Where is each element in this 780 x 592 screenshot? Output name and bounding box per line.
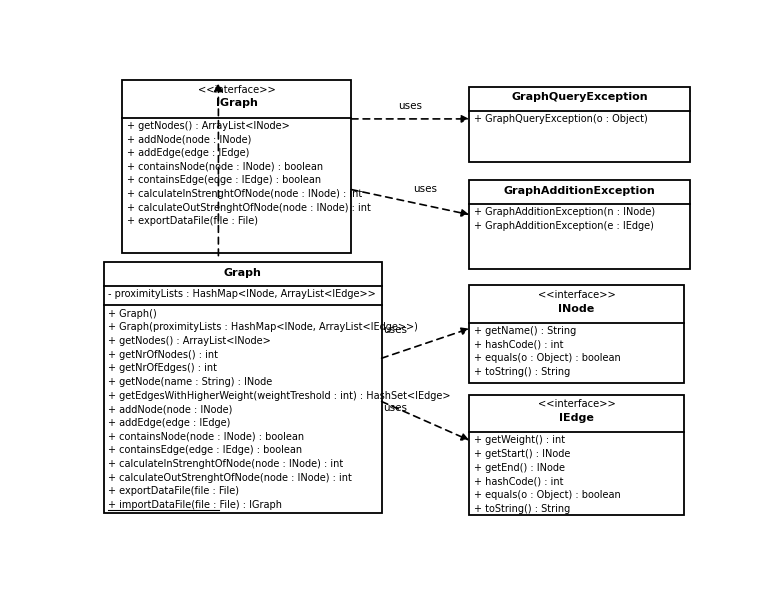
Text: + getNodes() : ArrayList<INode>: + getNodes() : ArrayList<INode> (126, 121, 289, 131)
Text: + equals(o : Object) : boolean: + equals(o : Object) : boolean (474, 490, 621, 500)
Text: <<interface>>: <<interface>> (537, 290, 615, 300)
Bar (470, 285, 684, 383)
Text: + GraphAdditionException(e : IEdge): + GraphAdditionException(e : IEdge) (474, 221, 654, 231)
Text: + toString() : String: + toString() : String (474, 504, 570, 514)
Text: + containsEdge(edge : IEdge) : boolean: + containsEdge(edge : IEdge) : boolean (126, 175, 321, 185)
Text: + getNrOfNodes() : int: + getNrOfNodes() : int (108, 349, 218, 359)
Text: + toString() : String: + toString() : String (474, 367, 570, 377)
Text: + exportDataFile(file : File): + exportDataFile(file : File) (126, 217, 257, 227)
Text: + calculateInStrenghtOfNode(node : INode) : int: + calculateInStrenghtOfNode(node : INode… (126, 189, 362, 199)
Text: + Graph(proximityLists : HashMap<INode, ArrayList<IEdge>>): + Graph(proximityLists : HashMap<INode, … (108, 322, 418, 332)
Text: + addEdge(edge : IEdge): + addEdge(edge : IEdge) (108, 418, 231, 428)
Bar (470, 395, 684, 516)
Text: + addNode(node : INode): + addNode(node : INode) (108, 404, 232, 414)
Text: uses: uses (399, 101, 422, 111)
Bar (122, 80, 351, 253)
Text: uses: uses (383, 403, 407, 413)
Text: + getNodes() : ArrayList<INode>: + getNodes() : ArrayList<INode> (108, 336, 271, 346)
Text: + calculateOutStrenghtOfNode(node : INode) : int: + calculateOutStrenghtOfNode(node : INod… (126, 203, 370, 213)
Text: INode: INode (558, 304, 594, 314)
Text: - proximityLists : HashMap<INode, ArrayList<IEdge>>: - proximityLists : HashMap<INode, ArrayL… (108, 289, 376, 300)
Text: + exportDataFile(file : File): + exportDataFile(file : File) (108, 486, 239, 496)
Text: + getNrOfEdges() : int: + getNrOfEdges() : int (108, 363, 218, 373)
Text: + containsEdge(edge : IEdge) : boolean: + containsEdge(edge : IEdge) : boolean (108, 445, 303, 455)
Text: + calculateOutStrenghtOfNode(node : INode) : int: + calculateOutStrenghtOfNode(node : INod… (108, 472, 353, 482)
Text: + hashCode() : int: + hashCode() : int (474, 477, 564, 486)
Text: GraphQueryException: GraphQueryException (511, 92, 648, 102)
Text: <<interface>>: <<interface>> (537, 399, 615, 409)
Text: + getEdgesWithHigherWeight(weightTreshold : int) : HashSet<IEdge>: + getEdgesWithHigherWeight(weightTreshol… (108, 391, 451, 401)
Text: + getWeight() : int: + getWeight() : int (474, 435, 566, 445)
Text: + containsNode(node : INode) : boolean: + containsNode(node : INode) : boolean (126, 162, 323, 172)
Text: + getStart() : INode: + getStart() : INode (474, 449, 570, 459)
Text: uses: uses (383, 325, 407, 335)
Text: + hashCode() : int: + hashCode() : int (474, 340, 564, 349)
Text: IEdge: IEdge (559, 413, 594, 423)
Text: + importDataFile(file : File) : IGraph: + importDataFile(file : File) : IGraph (108, 500, 282, 510)
Text: + containsNode(node : INode) : boolean: + containsNode(node : INode) : boolean (108, 432, 304, 442)
Text: GraphAdditionException: GraphAdditionException (504, 186, 655, 196)
Text: Graph: Graph (224, 268, 261, 278)
Text: <<interface>>: <<interface>> (197, 85, 275, 95)
Bar (470, 181, 690, 269)
Text: + equals(o : Object) : boolean: + equals(o : Object) : boolean (474, 353, 621, 363)
Text: + addEdge(edge : IEdge): + addEdge(edge : IEdge) (126, 148, 249, 158)
Bar (104, 262, 381, 513)
Text: + getName() : String: + getName() : String (474, 326, 576, 336)
Text: + GraphAdditionException(n : INode): + GraphAdditionException(n : INode) (474, 207, 655, 217)
Bar (470, 87, 690, 162)
Text: IGraph: IGraph (215, 98, 257, 108)
Text: + calculateInStrenghtOfNode(node : INode) : int: + calculateInStrenghtOfNode(node : INode… (108, 459, 344, 469)
Text: + GraphQueryException(o : Object): + GraphQueryException(o : Object) (474, 114, 648, 124)
Text: + getNode(name : String) : INode: + getNode(name : String) : INode (108, 377, 273, 387)
Text: + Graph(): + Graph() (108, 308, 157, 318)
Text: uses: uses (413, 184, 438, 194)
Text: + addNode(node : INode): + addNode(node : INode) (126, 134, 251, 144)
Text: + getEnd() : INode: + getEnd() : INode (474, 462, 565, 472)
